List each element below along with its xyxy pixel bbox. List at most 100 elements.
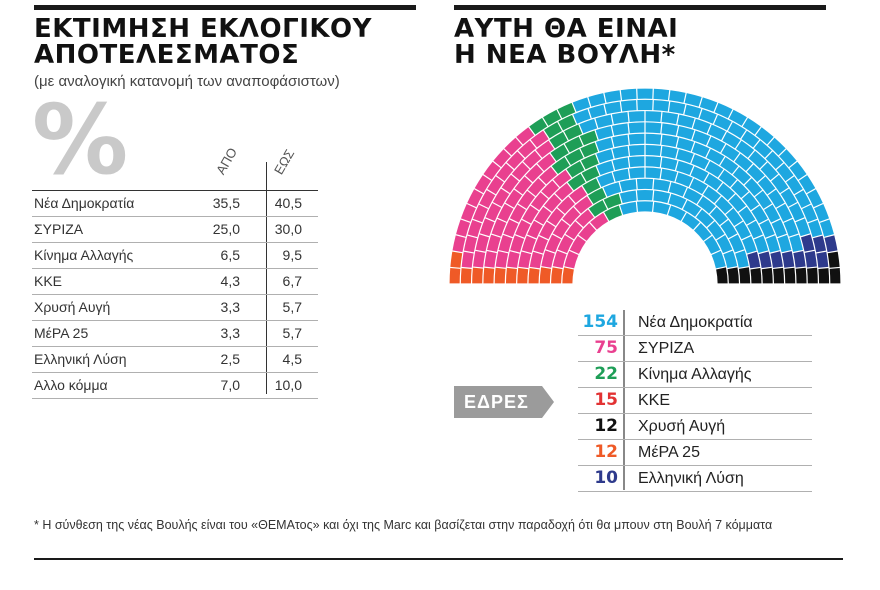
seat-mark [497, 203, 514, 222]
seat-mark [668, 101, 686, 115]
seat-mark [742, 236, 757, 254]
seat-mark [552, 250, 567, 268]
seat-mark [689, 178, 708, 195]
seat-mark [734, 221, 751, 240]
seat-mark [628, 144, 645, 156]
seat-mark [758, 251, 772, 269]
seat-mark [612, 146, 629, 159]
seat-mark [682, 200, 702, 217]
seat-mark [677, 126, 695, 140]
seat-mark [818, 268, 830, 284]
seat-mark [565, 221, 583, 240]
party-name: Νέα Δημοκρατία [34, 195, 135, 211]
seat-mark [795, 267, 807, 284]
seat-mark [767, 137, 786, 156]
seat-mark [628, 122, 645, 134]
table-divider [266, 162, 267, 394]
left-title-line1: ΕΚΤΙΜΗΣΗ ΕΚΛΟΓΙΚΟΥ [34, 14, 372, 44]
seat-mark [628, 133, 645, 145]
legend-item: 12 Χρυσή Αυγή [578, 414, 812, 440]
seats-label: ΕΔΡΕΣ [454, 386, 554, 418]
value-from: 7,0 [220, 377, 240, 393]
seat-mark [604, 205, 622, 221]
seat-mark [494, 267, 506, 284]
seat-mark [784, 267, 796, 284]
seat-count: 12 [594, 442, 618, 462]
seat-mark [653, 100, 670, 112]
seat-mark [794, 190, 811, 208]
table-row: ΣΥΡΙΖΑ 25,0 30,0 [32, 217, 318, 243]
seat-mark [551, 157, 570, 174]
seat-mark [699, 109, 717, 124]
seat-mark [579, 118, 598, 134]
seat-mark [765, 235, 780, 253]
seat-mark [483, 267, 495, 284]
seat-mark [545, 234, 562, 253]
seat-mark [566, 161, 585, 178]
column-header-from: ΑΠΟ [213, 145, 241, 177]
seat-mark [730, 180, 749, 199]
seat-mark [580, 142, 599, 158]
seat-mark [535, 140, 555, 158]
value-from: 35,5 [212, 195, 240, 211]
seat-mark [510, 235, 525, 253]
seat-mark [552, 219, 570, 239]
left-title-line2: ΑΠΟΤΕΛΕΣΜΑΤΟΣ [34, 40, 300, 70]
seat-mark [707, 124, 726, 141]
seat-mark [741, 130, 760, 148]
seat-mark [741, 192, 760, 211]
seat-mark [716, 267, 728, 284]
seat-mark [578, 222, 596, 241]
seat-mark [604, 90, 621, 103]
seat-mark [728, 194, 746, 212]
seat-mark [795, 218, 811, 237]
seat-mark [751, 205, 768, 224]
seat-mark [492, 188, 510, 207]
seat-mark [812, 235, 827, 253]
seat-mark [569, 235, 586, 254]
seat-mark [595, 126, 613, 140]
seat-mark [620, 88, 637, 101]
seat-mark [472, 204, 488, 223]
seat-mark [562, 267, 574, 284]
seat-count: 75 [594, 338, 618, 358]
legend-item: 15 ΚΚΕ [578, 388, 812, 414]
seat-mark [707, 221, 725, 240]
seat-mark [472, 267, 483, 284]
seat-mark [541, 180, 560, 199]
legend-divider [623, 310, 625, 490]
seat-mark [590, 212, 609, 230]
seat-mark [509, 204, 526, 223]
seat-mark [572, 97, 591, 112]
legend-item: 22 Κίνημα Αλλαγής [578, 362, 812, 388]
seat-mark [522, 205, 539, 224]
seat-mark [569, 186, 587, 204]
seat-mark [547, 208, 565, 226]
seat-mark [460, 268, 472, 284]
value-to: 30,0 [274, 221, 302, 237]
seat-mark [474, 175, 492, 194]
seat-mark [525, 164, 544, 183]
seat-mark [738, 206, 756, 225]
seat-mark [767, 189, 785, 208]
seat-mark [597, 172, 615, 187]
seat-mark [574, 196, 593, 214]
value-from: 25,0 [212, 221, 240, 237]
seat-mark [661, 112, 679, 125]
seat-mark [676, 160, 694, 176]
seat-mark [564, 250, 579, 269]
seat-mark [703, 186, 721, 204]
seat-mark [645, 133, 662, 145]
seat-mark [575, 209, 594, 228]
seat-mark [603, 193, 622, 209]
seat-mark [449, 268, 461, 284]
seat-mark [496, 163, 514, 182]
seat-mark [518, 140, 537, 158]
seat-mark [804, 250, 817, 268]
seat-mark [677, 114, 695, 129]
seat-mark [543, 109, 562, 126]
seat-mark [732, 166, 751, 185]
seat-mark [676, 137, 695, 152]
seat-mark [776, 163, 794, 182]
seat-mark [595, 114, 613, 129]
